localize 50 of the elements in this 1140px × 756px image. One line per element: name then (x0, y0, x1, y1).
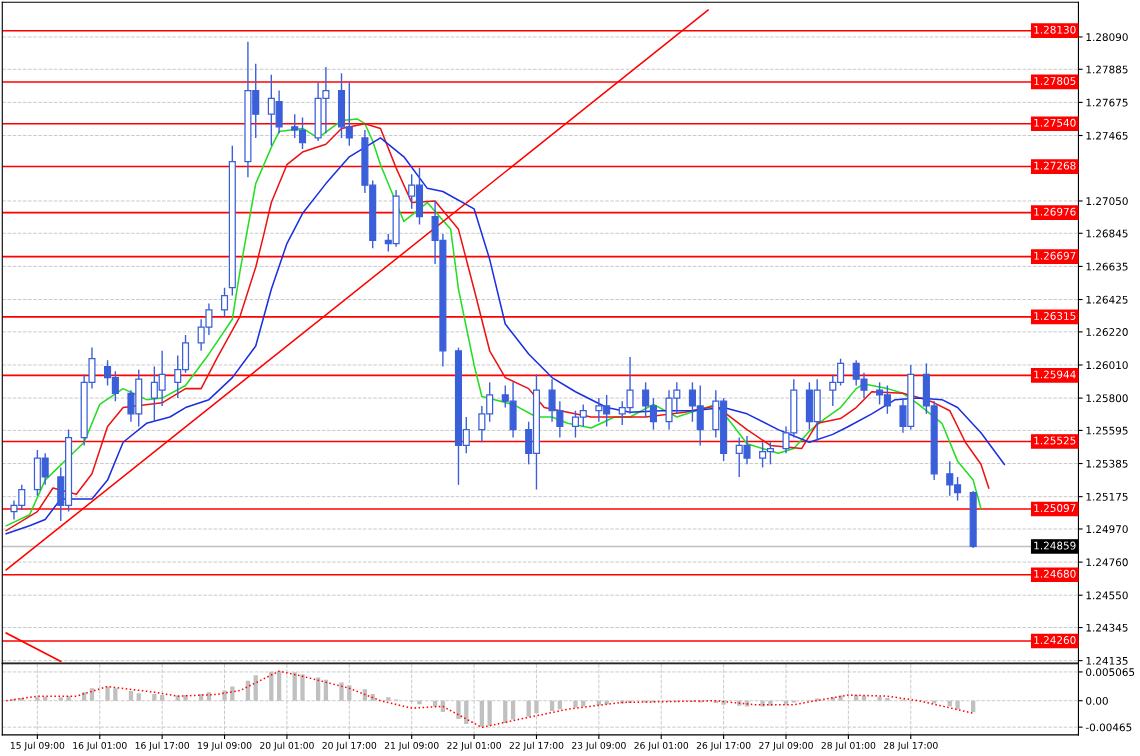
ref-line-label: 1.24260 (1034, 636, 1076, 644)
y-tick-label: 1.24345 (1086, 623, 1128, 632)
y-tick-label: 1.26010 (1086, 361, 1128, 370)
y-tick-label: 1.25385 (1086, 459, 1128, 468)
y-tick-label: 0.005065 (1086, 668, 1135, 677)
ref-line-label: 1.24859 (1034, 541, 1076, 550)
ref-line-label: 1.27540 (1034, 118, 1076, 127)
x-tick-label: 16 Jul 17:00 (135, 741, 190, 751)
ref-line-label: 1.27268 (1034, 161, 1076, 170)
ref-line-label: 1.25944 (1034, 370, 1076, 379)
y-tick-label: 0.00 (1086, 696, 1108, 705)
x-tick-label: 28 Jul 01:00 (821, 741, 876, 751)
x-tick-label: 21 Jul 09:00 (384, 741, 439, 751)
x-tick-label: 22 Jul 17:00 (509, 741, 564, 751)
x-tick-label: 20 Jul 17:00 (322, 741, 377, 751)
y-tick-label: 1.26635 (1086, 262, 1128, 271)
y-tick-label: 1.26425 (1086, 295, 1128, 304)
y-tick-label: 1.28090 (1086, 33, 1128, 42)
y-tick-label: 1.24135 (1086, 656, 1128, 665)
x-tick-label: 23 Jul 09:00 (572, 741, 626, 751)
y-tick-label: 1.27675 (1086, 98, 1128, 107)
ref-line-label: 1.25525 (1034, 436, 1076, 445)
ref-line-label: 1.27805 (1034, 77, 1076, 85)
y-tick-label: 1.25595 (1086, 426, 1128, 435)
y-tick-label: 1.26220 (1086, 328, 1128, 336)
y-tick-label: 1.24550 (1086, 591, 1128, 600)
x-tick-label: 20 Jul 01:00 (260, 741, 314, 751)
ref-line-label: 1.26976 (1034, 207, 1076, 216)
y-tick-label: -0.00465 (1085, 723, 1132, 732)
ref-line-label: 1.26315 (1034, 312, 1076, 320)
x-tick-label: 26 Jul 17:00 (696, 741, 751, 751)
y-tick-label: 1.27465 (1086, 131, 1128, 140)
x-tick-label: 26 Jul 01:00 (634, 741, 689, 751)
x-tick-label: 28 Jul 17:00 (883, 741, 938, 751)
y-tick-label: 1.25800 (1086, 394, 1128, 403)
ref-line-label: 1.26697 (1034, 251, 1076, 260)
ref-line-label: 1.24680 (1034, 569, 1076, 578)
y-tick-label: 1.26845 (1086, 229, 1128, 238)
y-tick-label: 1.27050 (1086, 197, 1128, 206)
y-tick-label: 1.24760 (1086, 558, 1128, 567)
x-tick-label: 22 Jul 01:00 (447, 741, 501, 751)
x-tick-label: 27 Jul 09:00 (759, 741, 813, 751)
y-tick-label: 1.27885 (1086, 65, 1128, 74)
y-tick-label: 1.25175 (1086, 492, 1128, 501)
x-tick-label: 19 Jul 09:00 (198, 741, 252, 751)
x-tick-label: 15 Jul 09:00 (10, 741, 65, 751)
ref-line-label: 1.28130 (1034, 25, 1076, 34)
y-tick-label: 1.24970 (1086, 525, 1128, 534)
ref-line-label: 1.25097 (1034, 504, 1076, 512)
x-tick-label: 16 Jul 01:00 (73, 741, 127, 751)
